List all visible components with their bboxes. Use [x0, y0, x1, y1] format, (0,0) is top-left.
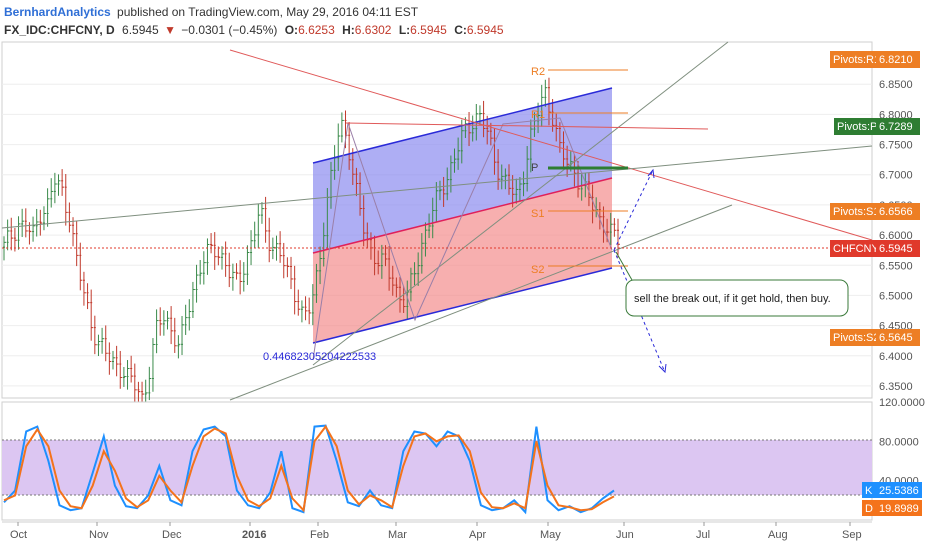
svg-text:Pivots:S1: Pivots:S1	[833, 206, 879, 218]
svg-text:19.8989: 19.8989	[879, 503, 919, 515]
callout-box[interactable]	[625, 279, 849, 317]
header-line-2: FX_IDC:CHFCNY, D 6.5945 ▼ −0.0301 (−0.45…	[4, 23, 504, 37]
time-tick-label: May	[540, 529, 561, 541]
rising-support-line-2[interactable]	[312, 41, 729, 366]
low-value: 6.5945	[410, 23, 447, 37]
svg-text:Pivots:R1: Pivots:R1	[833, 54, 880, 66]
price-pane[interactable]: 6.35006.40006.45006.50006.55006.60006.65…	[1, 41, 920, 407]
svg-text:6.7289: 6.7289	[879, 121, 913, 133]
price-tick-label: 6.5000	[879, 290, 913, 302]
k-value-tag[interactable]: K 25.5386	[862, 482, 922, 498]
svg-text:6.8210: 6.8210	[879, 54, 913, 66]
high-value: 6.6302	[355, 23, 392, 37]
d-value-tag[interactable]: D 19.8989	[862, 500, 922, 516]
high-label: H:	[342, 23, 355, 37]
rising-support-line[interactable]	[229, 204, 733, 401]
stochastic-k-line[interactable]	[3, 424, 615, 515]
projection-up-arrowhead-icon	[647, 168, 655, 179]
time-tick-label: Nov	[89, 529, 109, 541]
callout-text: sell the break out, if it get hold, then…	[634, 293, 831, 305]
svg-text:Pivots:S2: Pivots:S2	[833, 332, 879, 344]
svg-text:D: D	[865, 503, 873, 515]
projection-up-arrow[interactable]	[613, 171, 653, 251]
s1-label: S1	[531, 208, 544, 220]
last-price-tag[interactable]: CHFCNY 6.5945	[830, 240, 920, 257]
channel-upper-fill	[313, 88, 612, 253]
projection-down-arrowhead-icon	[658, 363, 667, 374]
price-tick-label: 6.6000	[879, 230, 913, 242]
svg-text:Pivots:P: Pivots:P	[837, 121, 877, 133]
time-tick-label: Jul	[696, 529, 710, 541]
s2-price-tag[interactable]: Pivots:S2 6.5645	[830, 329, 920, 346]
callout-pointer	[615, 251, 633, 281]
time-tick-label: Feb	[310, 529, 329, 541]
time-tick-label: Apr	[469, 529, 486, 541]
published-text: published on TradingView.com, May 29, 20…	[117, 5, 419, 19]
channel-top-line[interactable]	[312, 87, 613, 164]
symbol-label[interactable]: FX_IDC:CHFCNY, D	[4, 23, 115, 37]
s1-price-tag[interactable]: Pivots:S1 6.6566	[830, 203, 920, 220]
s2-label: S2	[531, 264, 544, 276]
time-tick-label: Oct	[10, 529, 27, 541]
r2-label: R2	[531, 66, 545, 78]
svg-text:6.6566: 6.6566	[879, 206, 913, 218]
channel-lower-fill	[313, 178, 612, 343]
time-tick-label: Dec	[162, 529, 182, 541]
time-tick-label: Aug	[768, 529, 788, 541]
channel-bottom-line[interactable]	[312, 267, 613, 344]
down-arrow-icon: ▼	[164, 23, 176, 37]
open-label: O:	[285, 23, 298, 37]
time-tick-label: Mar	[388, 529, 407, 541]
price-tick-label: 6.7000	[879, 170, 913, 182]
stochastic-tick-label: 80.0000	[879, 436, 919, 448]
svg-text:K: K	[865, 485, 873, 497]
last-price-text: 6.5945	[122, 23, 159, 37]
svg-text:6.5945: 6.5945	[879, 243, 913, 255]
time-tick-label: 2016	[242, 529, 266, 541]
projection-down-arrow[interactable]	[613, 249, 665, 371]
author-link[interactable]: BernhardAnalytics	[4, 5, 111, 19]
open-value: 6.6253	[298, 23, 335, 37]
svg-text:CHFCNY: CHFCNY	[833, 243, 879, 255]
r1-label: R1	[531, 109, 545, 121]
zigzag-line[interactable]	[312, 117, 613, 361]
channel-mid-line[interactable]	[312, 177, 613, 254]
close-label: C:	[454, 23, 467, 37]
change-text: −0.0301 (−0.45%)	[181, 23, 277, 37]
price-tick-label: 6.4000	[879, 351, 913, 363]
long-trend-line[interactable]	[1, 145, 873, 229]
svg-text:6.5645: 6.5645	[879, 332, 913, 344]
stochastic-band-fill	[2, 440, 872, 495]
downtrend-line[interactable]	[229, 49, 873, 241]
horizontal-resistance-line[interactable]	[345, 122, 709, 130]
time-axis[interactable]: Oct Nov Dec 2016 Feb Mar Apr May Jun Jul Aug Sep	[2, 521, 872, 541]
close-value: 6.5945	[467, 23, 504, 37]
price-tick-label: 6.7500	[879, 140, 913, 152]
p-price-tag[interactable]: Pivots:P 6.7289	[834, 118, 920, 135]
stochastic-lines	[3, 424, 615, 515]
svg-text:25.5386: 25.5386	[879, 485, 919, 497]
candles	[3, 77, 620, 407]
header-line-1: BernhardAnalytics published on TradingVi…	[4, 5, 419, 19]
stochastic-d-line[interactable]	[3, 424, 615, 513]
low-value-annotation[interactable]: 0.4468230520422253​3	[263, 351, 376, 363]
r1-price-tag[interactable]: Pivots:R1 6.8210	[830, 51, 920, 68]
time-tick-label: Jun	[616, 529, 634, 541]
low-label: L:	[399, 23, 410, 37]
time-tick-label: Sep	[842, 529, 862, 541]
price-tick-label: 6.8500	[879, 79, 913, 91]
price-tick-label: 6.3500	[879, 381, 913, 393]
price-tick-label: 6.5500	[879, 260, 913, 272]
p-label: P	[531, 162, 538, 174]
stochastic-tick-label: 120.0000	[879, 397, 925, 409]
